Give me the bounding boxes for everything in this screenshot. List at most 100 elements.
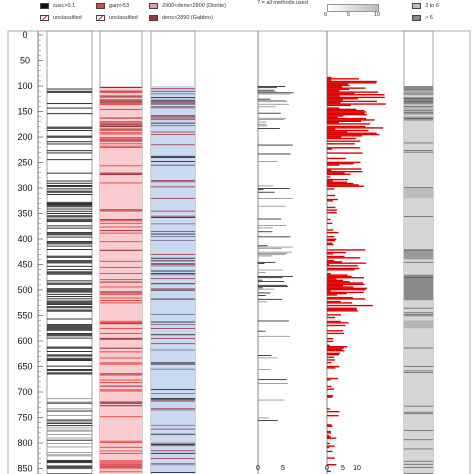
susc-stripe [47, 126, 92, 128]
histogram-bar [327, 121, 340, 124]
density-stripe [151, 231, 195, 232]
histogram-bar [327, 308, 357, 311]
grey-stripe [404, 112, 433, 113]
histogram-bar [327, 286, 354, 288]
histogram-bar [327, 442, 330, 445]
histogram-bar [327, 119, 375, 121]
density-stripe [151, 115, 195, 116]
susc-stripe [47, 261, 92, 263]
density-stripe [151, 363, 195, 365]
grey-stripe [404, 105, 433, 107]
susc-stripe [47, 186, 92, 188]
gamma-stripe [100, 100, 142, 102]
scale-gradient [327, 4, 379, 12]
methods-bar [258, 263, 265, 265]
susc-stripe [47, 446, 92, 448]
density-stripe [151, 278, 195, 280]
histogram-bar [327, 307, 357, 309]
gamma-stripe [100, 286, 142, 288]
histogram-bar [327, 446, 330, 449]
histogram-bar [327, 164, 340, 166]
gamma-stripe [100, 389, 142, 391]
density-stripe [151, 88, 195, 90]
scale-label-5: 5 [347, 12, 350, 18]
susc-stripe [47, 225, 92, 227]
susc-stripe [47, 236, 92, 238]
gamma-stripe [100, 137, 142, 139]
susc-stripe [47, 434, 92, 436]
histogram-bar [327, 168, 362, 170]
histogram-bar [327, 292, 347, 295]
histogram-bar [327, 352, 341, 355]
depth-tick-label: 100 [17, 81, 32, 91]
susc-stripe [47, 188, 92, 190]
histogram-bar [327, 218, 331, 221]
depth-axis: 0501001502002503003504004505005506006507… [7, 30, 471, 474]
density-stripe [151, 254, 195, 255]
gamma-stripe [100, 416, 142, 418]
histogram-bar [327, 464, 337, 466]
histogram-bar [327, 184, 359, 186]
density-stripe [151, 428, 195, 430]
density-stripe [151, 260, 195, 262]
histogram-bar [327, 290, 331, 292]
grey-stripe [404, 186, 433, 188]
density-stripe [151, 270, 195, 272]
susc-stripe [47, 337, 92, 339]
gamma-stripe [100, 96, 142, 98]
legend-range-3-6: 3 to 6 [412, 3, 439, 9]
methods-bar [258, 198, 293, 199]
gamma-stripe [100, 320, 142, 322]
histogram-bar [327, 102, 341, 104]
gamma-stripe [100, 145, 142, 147]
histogram-bar [327, 255, 345, 258]
gamma-stripe [100, 401, 142, 403]
histogram-bar [327, 181, 348, 183]
legend-susc-label: susc>0.1 [53, 3, 76, 9]
gamma-stripe [100, 323, 142, 325]
density-stripe [151, 102, 195, 104]
methods-bar [258, 124, 267, 126]
density-stripe [151, 409, 195, 411]
density-stripe [151, 240, 195, 241]
susc-stripe [47, 262, 92, 264]
density-stripe [151, 362, 195, 364]
gamma-stripe [100, 374, 142, 376]
susc-stripe [47, 233, 92, 235]
susc-stripe [47, 410, 92, 412]
methods-bar [258, 301, 268, 303]
histogram-bar [327, 457, 335, 459]
density-stripe [151, 408, 195, 410]
histogram-bar [327, 99, 343, 101]
susc-stripe [47, 220, 92, 222]
histogram-bar [327, 108, 357, 111]
density-stripe [151, 116, 195, 118]
histogram-bar [327, 281, 350, 283]
histogram-bar [327, 294, 338, 296]
methods-bar [258, 121, 267, 123]
gamma-stripe [100, 464, 142, 465]
grey-stripe [404, 216, 433, 217]
methods-bar [258, 335, 291, 337]
susc-stripe [47, 201, 92, 203]
histogram-bar [327, 265, 358, 267]
histogram-bar [327, 450, 333, 453]
gamma-stripe [100, 117, 142, 119]
histogram-bar [327, 273, 331, 275]
histogram-bar [327, 259, 334, 262]
histogram-bar [327, 298, 366, 300]
susc-stripe [47, 324, 92, 326]
column-frame [46, 30, 93, 474]
susc-stripe [47, 136, 92, 138]
density-stripe [151, 321, 195, 323]
density-stripe [151, 368, 195, 370]
methods-bar [258, 286, 289, 287]
methods-bar [258, 369, 271, 370]
histogram-bar [327, 432, 332, 434]
susc-stripe [47, 227, 92, 229]
histogram-bar [327, 188, 335, 190]
legend: susc>0.1 unclassified gam>53 unclassifie… [0, 0, 474, 26]
methods-bar [258, 272, 266, 273]
methods-bar [258, 189, 264, 191]
gamma-stripe [100, 293, 142, 295]
